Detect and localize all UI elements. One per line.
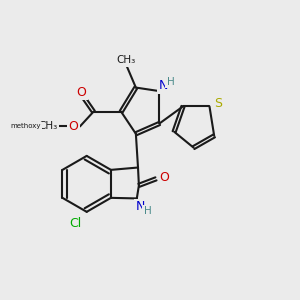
Text: S: S [214, 97, 222, 110]
Text: O: O [159, 171, 169, 184]
Text: CH₃: CH₃ [38, 122, 57, 131]
Text: N: N [158, 79, 168, 92]
Text: Cl: Cl [69, 217, 82, 230]
Text: methoxy: methoxy [10, 123, 41, 129]
Text: H: H [167, 77, 175, 87]
Text: O: O [76, 86, 86, 99]
Text: CH₃: CH₃ [116, 55, 136, 65]
Text: H: H [144, 206, 152, 216]
Text: N: N [136, 200, 145, 213]
Text: O: O [68, 120, 78, 133]
